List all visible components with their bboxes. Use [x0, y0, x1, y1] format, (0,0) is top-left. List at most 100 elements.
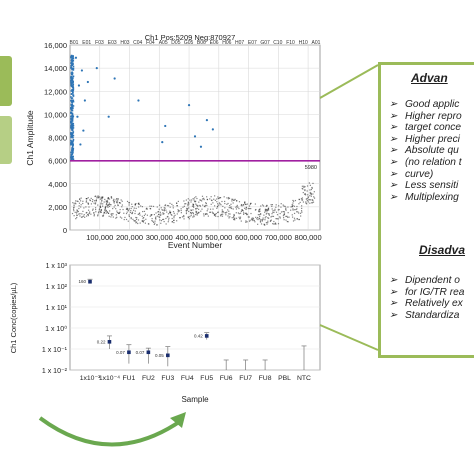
negative-droplet-point — [242, 213, 245, 215]
negative-droplet-point — [304, 189, 306, 192]
negative-droplet-point — [143, 210, 146, 213]
negative-droplet-point — [198, 208, 200, 210]
negative-droplet-point — [298, 203, 300, 205]
negative-droplet-point — [82, 202, 84, 205]
negative-droplet-point — [132, 218, 134, 220]
positive-droplet-point — [72, 77, 74, 79]
negative-droplet-point — [180, 208, 182, 210]
negative-droplet-point — [195, 208, 197, 210]
negative-droplet-point — [109, 210, 111, 212]
negative-droplet-point — [117, 204, 119, 206]
negative-droplet-point — [232, 198, 234, 200]
negative-droplet-point — [227, 198, 230, 200]
bullet-arrow-icon: ➢ — [389, 286, 398, 298]
negative-droplet-point — [152, 205, 155, 208]
negative-droplet-point — [112, 216, 114, 218]
negative-droplet-point — [121, 206, 123, 208]
negative-droplet-point — [242, 204, 245, 206]
negative-droplet-point — [203, 197, 205, 199]
negative-droplet-point — [107, 206, 109, 208]
x-tick-label: FU5 — [200, 375, 213, 382]
negative-droplet-point — [98, 196, 100, 198]
negative-droplet-point — [298, 198, 300, 200]
x-axis-label: Event Number — [168, 240, 222, 250]
negative-droplet-point — [84, 216, 86, 218]
scattered-droplet-point — [74, 56, 78, 59]
negative-droplet-point — [155, 218, 157, 220]
negative-droplet-point — [310, 195, 312, 197]
positive-droplet-point — [70, 78, 73, 81]
negative-droplet-point — [130, 210, 132, 212]
negative-droplet-point — [300, 210, 303, 212]
positive-droplet-point — [71, 101, 73, 104]
negative-droplet-point — [261, 219, 263, 221]
negative-droplet-point — [124, 216, 126, 219]
negative-droplet-point — [162, 212, 164, 214]
positive-droplet-point — [72, 138, 75, 141]
negative-droplet-point — [219, 197, 222, 199]
negative-droplet-point — [287, 216, 289, 218]
negative-droplet-point — [145, 218, 147, 220]
negative-droplet-point — [135, 216, 137, 219]
negative-droplet-point — [172, 211, 175, 213]
negative-droplet-point — [193, 197, 196, 199]
negative-droplet-point — [213, 198, 215, 200]
bullet-arrow-icon: ➢ — [389, 180, 398, 192]
positive-droplet-point — [72, 83, 75, 86]
well-label: D05 — [171, 40, 180, 46]
negative-droplet-point — [119, 208, 121, 211]
negative-droplet-point — [165, 209, 167, 211]
negative-droplet-point — [290, 209, 292, 211]
negative-droplet-point — [206, 196, 208, 198]
negative-droplet-point — [283, 219, 285, 221]
negative-droplet-point — [306, 185, 309, 187]
negative-droplet-point — [262, 218, 264, 221]
negative-droplet-point — [296, 208, 298, 210]
negative-droplet-point — [97, 204, 99, 206]
negative-droplet-point — [259, 220, 262, 222]
negative-droplet-point — [154, 217, 157, 219]
negative-droplet-point — [78, 202, 81, 204]
negative-droplet-point — [201, 200, 203, 202]
data-label: 0.05 — [155, 353, 164, 358]
positive-droplet-point — [71, 93, 73, 95]
negative-droplet-point — [212, 208, 214, 210]
negative-droplet-point — [288, 216, 290, 218]
positive-droplet-point — [72, 60, 75, 62]
negative-droplet-point — [250, 212, 252, 215]
negative-droplet-point — [105, 200, 107, 202]
negative-droplet-point — [287, 221, 289, 223]
negative-droplet-point — [270, 219, 272, 221]
negative-droplet-point — [167, 215, 169, 218]
bullet-text: Higher preci — [405, 133, 460, 145]
concentration-point — [127, 350, 131, 355]
negative-droplet-point — [76, 216, 78, 219]
negative-droplet-point — [144, 213, 147, 215]
scattered-droplet-point — [137, 99, 140, 102]
scattered-droplet-point — [83, 99, 86, 102]
negative-droplet-point — [163, 207, 165, 209]
negative-droplet-point — [128, 204, 130, 206]
negative-droplet-point — [93, 202, 95, 204]
negative-droplet-point — [234, 198, 236, 200]
y-tick-label: 0 — [63, 226, 67, 235]
negative-droplet-point — [225, 212, 227, 214]
positive-droplet-point — [70, 136, 72, 139]
negative-droplet-point — [73, 210, 75, 212]
negative-droplet-point — [178, 210, 180, 212]
negative-droplet-point — [277, 209, 279, 211]
negative-droplet-point — [72, 202, 74, 204]
positive-droplet-point — [70, 75, 73, 78]
negative-droplet-point — [88, 206, 90, 208]
negative-droplet-point — [196, 197, 198, 200]
negative-droplet-point — [216, 205, 219, 207]
plot-area — [69, 264, 321, 371]
negative-droplet-point — [309, 199, 311, 201]
negative-droplet-point — [259, 215, 261, 218]
negative-droplet-point — [80, 204, 82, 206]
positive-droplet-point — [72, 131, 75, 133]
bullet-arrow-icon: ➢ — [389, 275, 398, 286]
bullet-text: Relatively ex — [405, 298, 463, 310]
bullet-text: target conce — [405, 122, 462, 134]
scattered-droplet-point — [77, 84, 81, 87]
